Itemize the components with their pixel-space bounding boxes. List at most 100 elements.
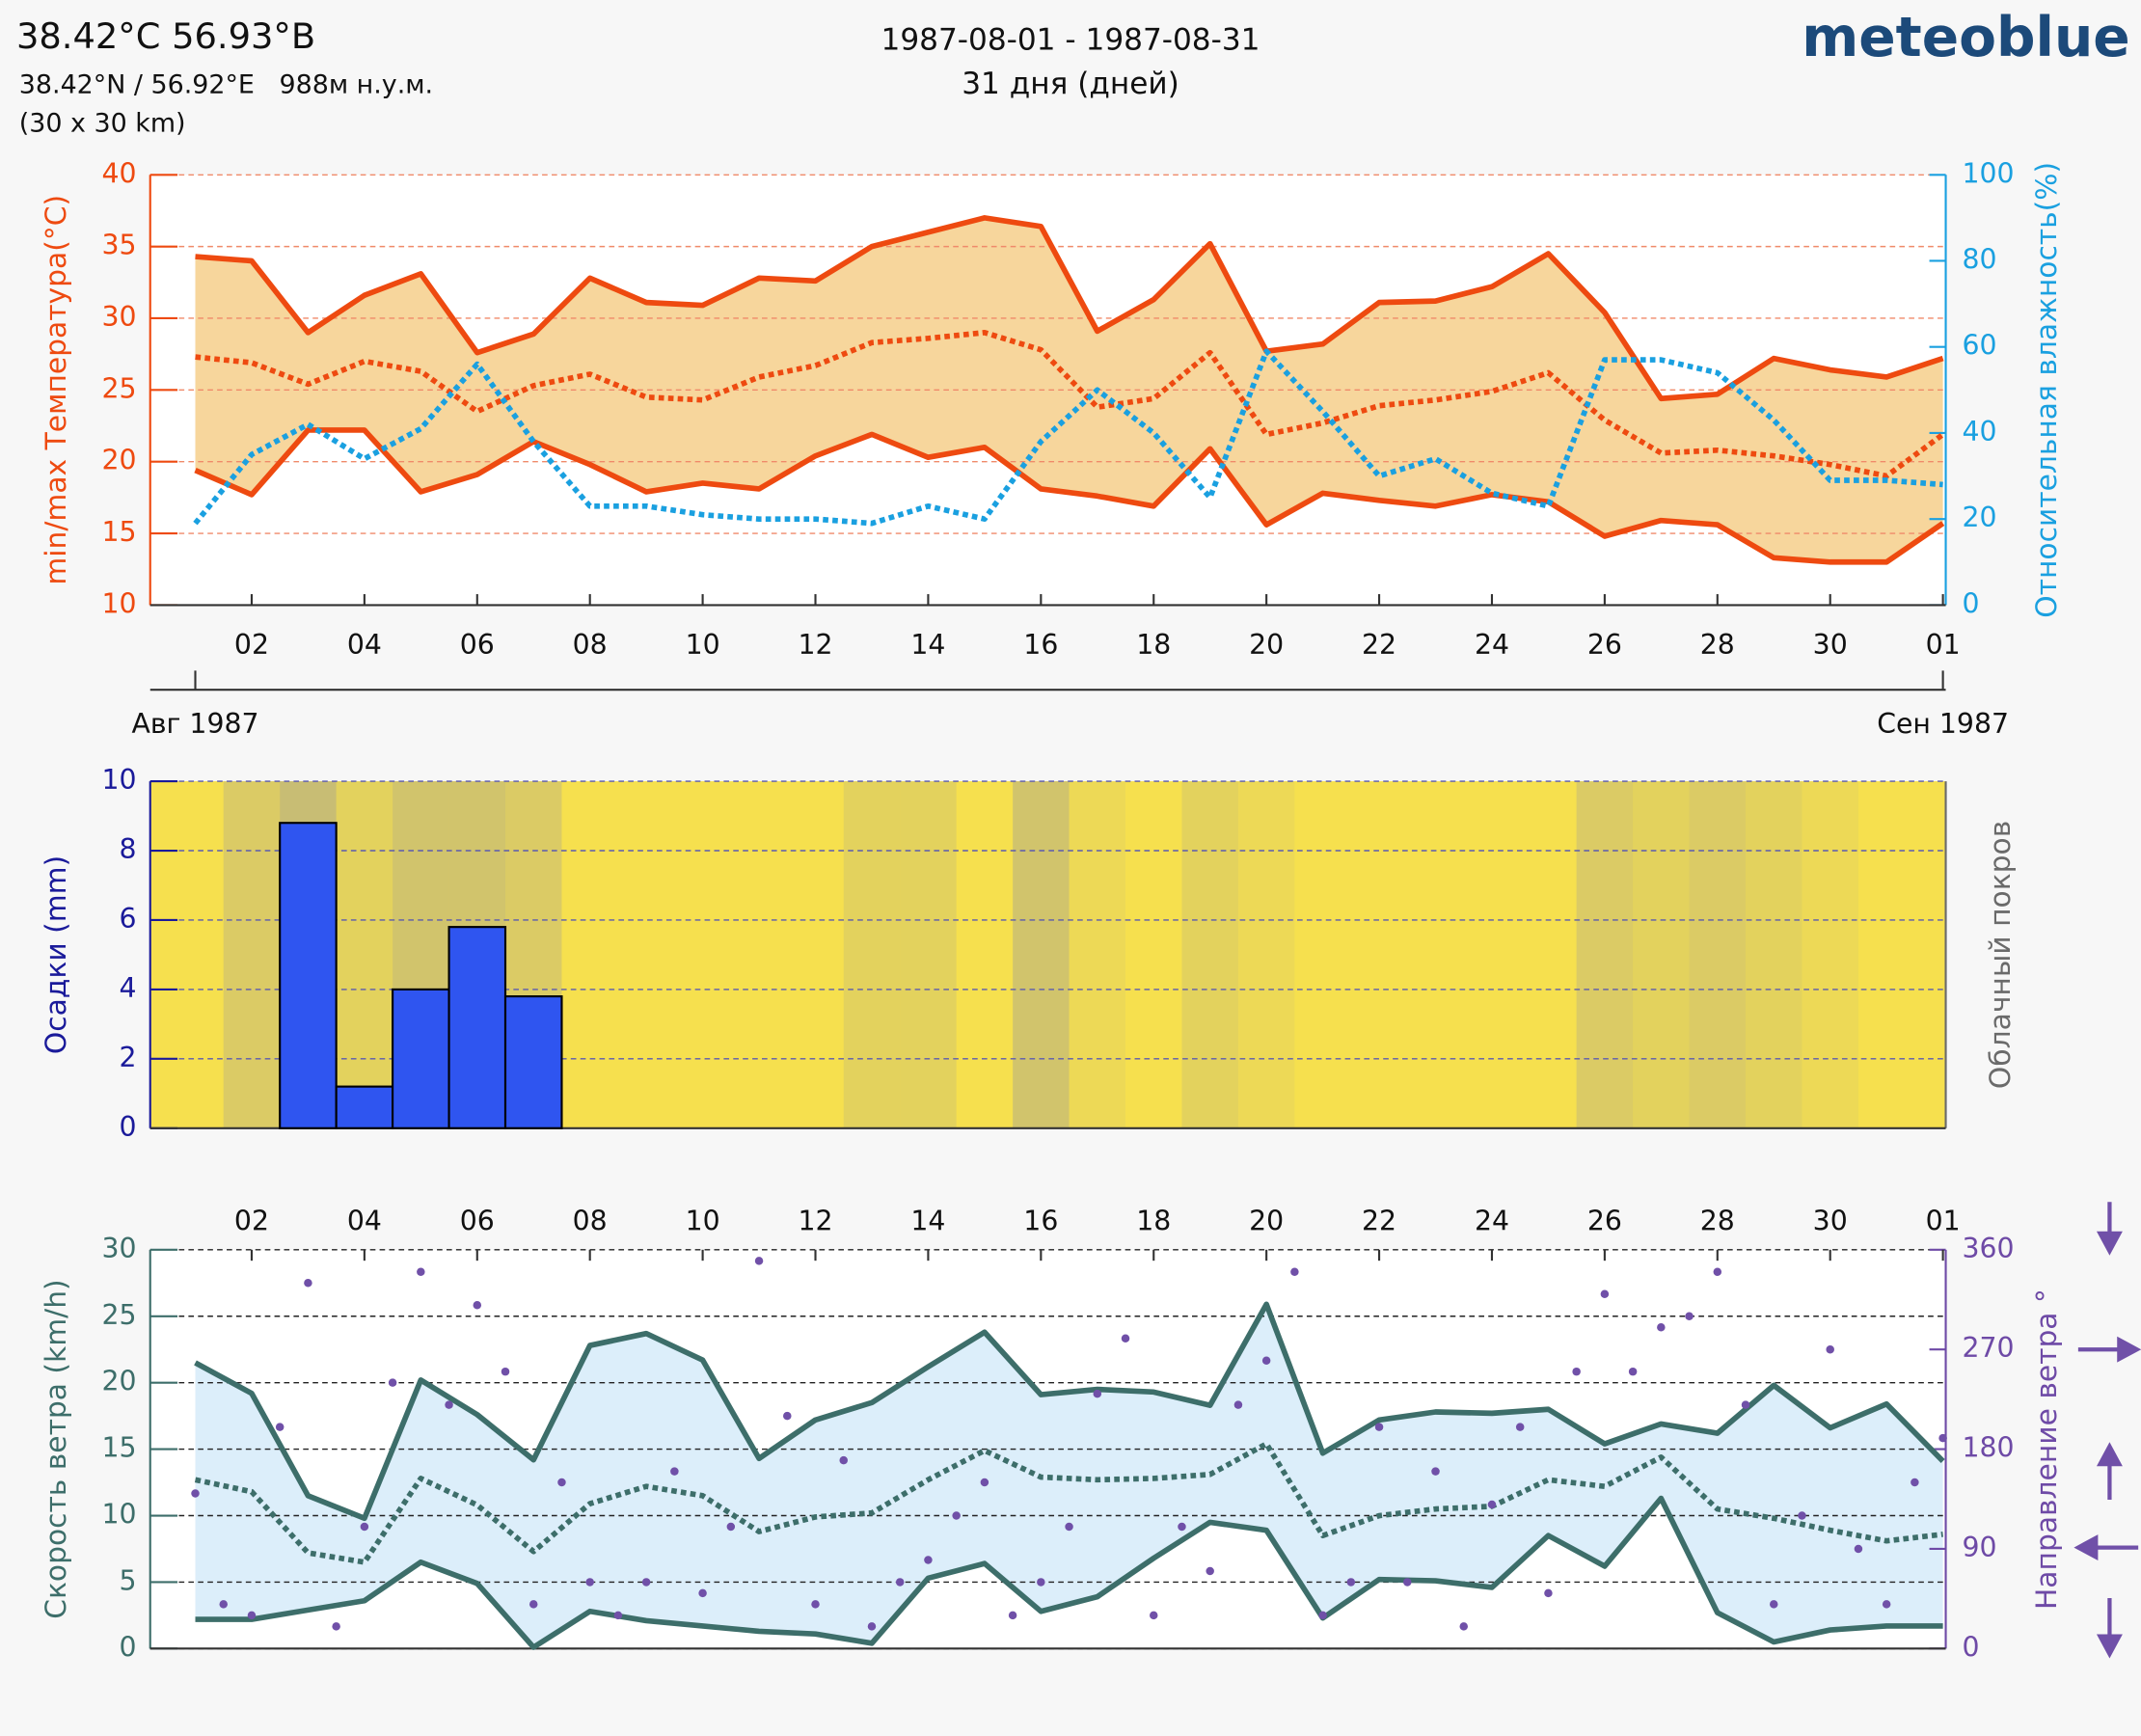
direction-point bbox=[1826, 1344, 1834, 1354]
direction-point bbox=[952, 1511, 961, 1520]
y-tick-label: 30 bbox=[102, 301, 137, 333]
month-label: Авг 1987 bbox=[132, 708, 259, 740]
series-line bbox=[194, 1441, 1943, 1565]
direction-point bbox=[1290, 1267, 1299, 1277]
direction-point bbox=[417, 1267, 425, 1277]
y2-tick-label: 270 bbox=[1963, 1332, 2015, 1364]
x-tick-label: 16 bbox=[1023, 1206, 1058, 1237]
direction-point bbox=[1374, 1423, 1384, 1431]
cloud-cover bbox=[957, 781, 1013, 1128]
cloud-cover bbox=[787, 781, 843, 1128]
direction-point bbox=[783, 1411, 792, 1421]
x-tick-label: 24 bbox=[1475, 629, 1509, 661]
y-axis-label: Скорость ветра (km/h) bbox=[40, 1279, 73, 1618]
direction-point bbox=[557, 1478, 566, 1487]
direction-point bbox=[1798, 1511, 1806, 1520]
cloud-cover bbox=[1237, 781, 1295, 1128]
x-tick-label: 04 bbox=[347, 1206, 382, 1237]
month-label: Сен 1987 bbox=[1877, 708, 2009, 740]
x-tick-label: 04 bbox=[347, 629, 382, 661]
direction-point bbox=[1911, 1478, 1919, 1487]
series-line bbox=[195, 215, 1944, 402]
x-tick-label: 14 bbox=[910, 1206, 945, 1237]
direction-point bbox=[1346, 1578, 1356, 1587]
direction-point bbox=[867, 1622, 877, 1631]
direction-point bbox=[1261, 1356, 1271, 1365]
y-axis-label: min/max Температура(°C) bbox=[40, 195, 73, 585]
x-tick-label: 12 bbox=[798, 1206, 832, 1237]
brand: meteoblue bbox=[1802, 6, 2129, 69]
x-tick-label: 26 bbox=[1587, 629, 1622, 661]
y-tick-label: 35 bbox=[102, 230, 137, 261]
y-tick-label: 10 bbox=[102, 1499, 137, 1531]
direction-point bbox=[613, 1611, 623, 1620]
y2-tick-label: 0 bbox=[1963, 587, 1980, 619]
direction-point bbox=[585, 1578, 594, 1587]
direction-point bbox=[670, 1467, 679, 1476]
direction-point bbox=[1459, 1622, 1468, 1631]
x-tick-label: 30 bbox=[1813, 629, 1848, 661]
y2-tick-label: 360 bbox=[1963, 1233, 2015, 1264]
x-tick-label: 20 bbox=[1249, 1206, 1284, 1237]
x-tick-label: 08 bbox=[573, 1206, 608, 1237]
y-tick-label: 10 bbox=[102, 764, 137, 796]
direction-point bbox=[275, 1423, 285, 1431]
direction-point bbox=[1854, 1544, 1863, 1554]
direction-point bbox=[641, 1578, 651, 1587]
x-tick-label: 28 bbox=[1700, 1206, 1735, 1237]
cloud-cover bbox=[900, 781, 957, 1128]
direction-point bbox=[1403, 1578, 1412, 1587]
direction-point bbox=[1882, 1600, 1891, 1609]
y-tick-label: 20 bbox=[102, 445, 137, 476]
y2-tick-label: 60 bbox=[1963, 330, 1997, 362]
x-tick-label: 10 bbox=[686, 1206, 720, 1237]
direction-point bbox=[1233, 1400, 1243, 1409]
y2-axis-label: Направление ветра ° bbox=[2030, 1288, 2064, 1610]
x-tick-label: 08 bbox=[573, 629, 608, 661]
x-tick-label: 12 bbox=[798, 629, 832, 661]
direction-point bbox=[1713, 1267, 1722, 1277]
cloud-cover bbox=[1181, 781, 1238, 1128]
y-tick-label: 6 bbox=[120, 903, 137, 935]
direction-point bbox=[332, 1622, 340, 1631]
wind-arrows bbox=[2073, 1202, 2141, 1659]
direction-point bbox=[754, 1257, 764, 1265]
cloud-cover bbox=[1802, 781, 1858, 1128]
direction-point bbox=[1938, 1433, 1947, 1443]
y-tick-label: 0 bbox=[120, 1111, 137, 1143]
y-tick-label: 25 bbox=[102, 372, 137, 404]
direction-point bbox=[528, 1600, 538, 1609]
cloud-cover bbox=[1351, 781, 1407, 1128]
direction-point bbox=[1487, 1500, 1497, 1509]
cloud-cover bbox=[1125, 781, 1181, 1128]
x-tick-label: 02 bbox=[234, 1206, 269, 1237]
x-tick-label: 18 bbox=[1136, 1206, 1171, 1237]
bar bbox=[279, 822, 338, 1129]
y-tick-label: 5 bbox=[120, 1564, 137, 1596]
direction-point bbox=[219, 1600, 228, 1609]
direction-point bbox=[895, 1578, 905, 1587]
direction-point bbox=[388, 1378, 397, 1387]
x-tick-label: 16 bbox=[1023, 629, 1058, 661]
x-tick-label: 06 bbox=[460, 629, 495, 661]
y-tick-label: 4 bbox=[120, 972, 137, 1004]
y-tick-label: 30 bbox=[102, 1233, 137, 1264]
direction-point bbox=[191, 1489, 200, 1498]
y-tick-label: 15 bbox=[102, 1432, 137, 1464]
direction-point bbox=[1318, 1611, 1327, 1620]
cloud-cover bbox=[1858, 781, 1914, 1128]
x-tick-label: 26 bbox=[1587, 1206, 1622, 1237]
cloud-cover bbox=[1576, 781, 1634, 1128]
resolution: (30 x 30 km) bbox=[19, 108, 186, 138]
y-tick-label: 15 bbox=[102, 516, 137, 548]
direction-point bbox=[1178, 1522, 1186, 1532]
x-tick-label: 18 bbox=[1136, 629, 1171, 661]
direction-point bbox=[1206, 1566, 1214, 1576]
direction-point bbox=[1515, 1423, 1525, 1431]
direction-point bbox=[1657, 1322, 1666, 1332]
x-tick-label: 22 bbox=[1362, 1206, 1396, 1237]
direction-point bbox=[360, 1522, 369, 1532]
direction-point bbox=[811, 1600, 820, 1609]
direction-point bbox=[1741, 1400, 1750, 1409]
